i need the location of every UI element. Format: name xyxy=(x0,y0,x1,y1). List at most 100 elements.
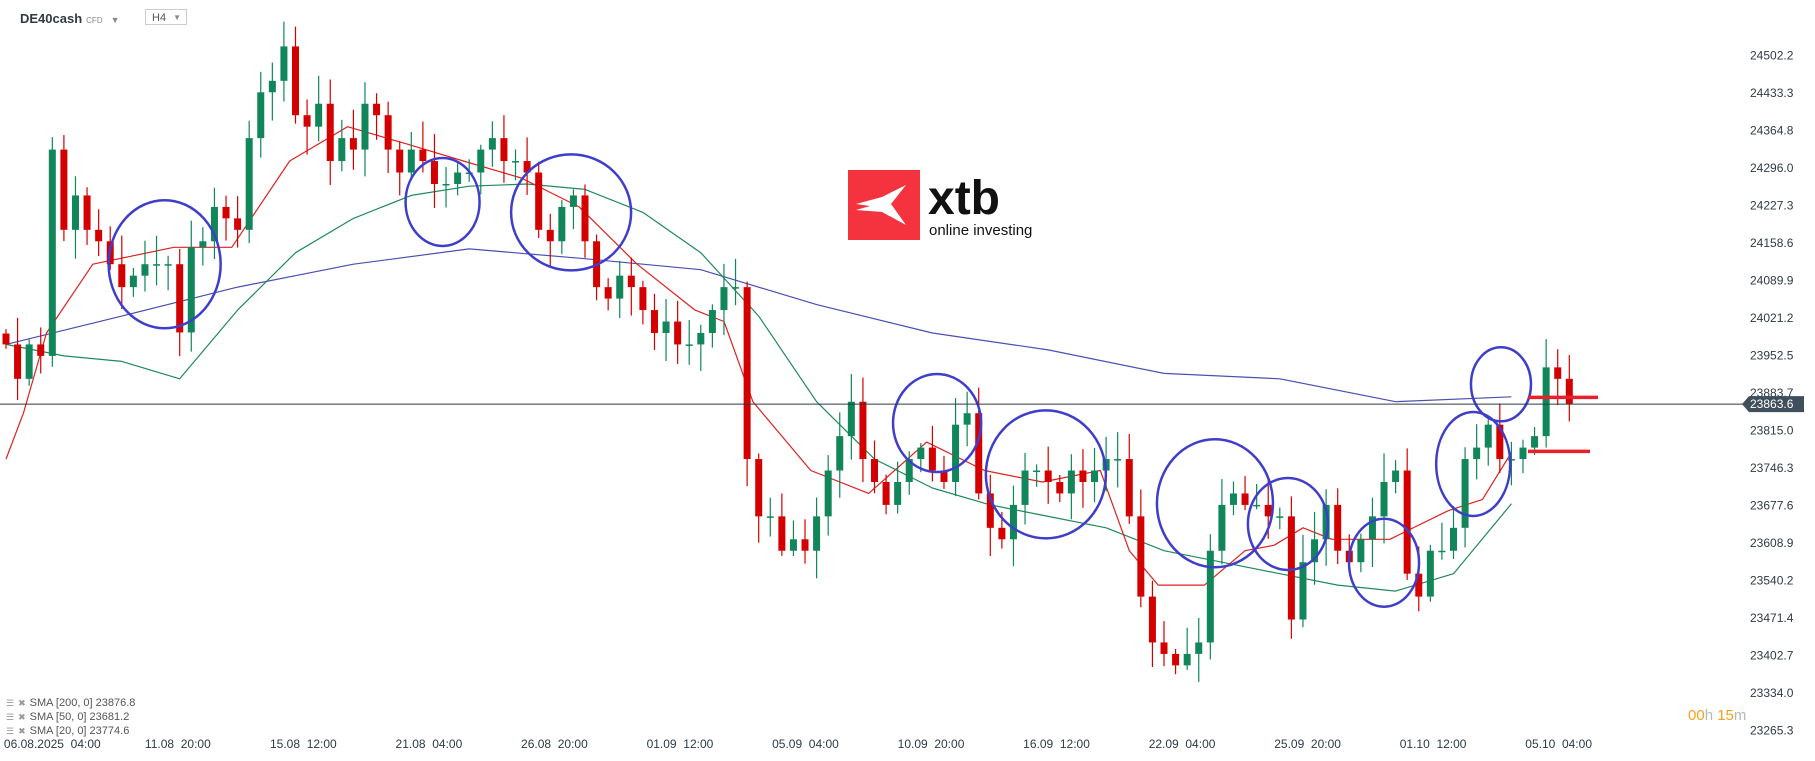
candle-body xyxy=(25,344,33,379)
y-tick-label: 23952.5 xyxy=(1750,349,1794,363)
candle-body xyxy=(847,401,855,437)
candle xyxy=(71,176,79,259)
close-icon[interactable]: ✖ xyxy=(18,712,26,722)
candle xyxy=(373,93,381,140)
annotation-circle xyxy=(1434,410,1512,518)
candle-body xyxy=(928,447,936,471)
settings-icon[interactable]: ☰ xyxy=(6,726,15,736)
legend-sma50[interactable]: ☰ ✖ SMA [50, 0] 23681.2 xyxy=(6,710,135,724)
candle-body xyxy=(1531,436,1539,448)
candle-body xyxy=(1368,516,1376,540)
candle-body xyxy=(882,481,890,505)
candle-body xyxy=(477,149,485,173)
candle xyxy=(650,293,658,350)
candle-body xyxy=(1218,504,1226,551)
candle xyxy=(523,137,531,195)
y-tick-label: 24296.0 xyxy=(1750,161,1794,175)
candle xyxy=(315,75,323,142)
candle xyxy=(1403,448,1411,580)
legend-label: SMA [200, 0] 23876.8 xyxy=(29,697,136,709)
candle-body xyxy=(257,92,265,139)
candle-body xyxy=(755,459,763,517)
candle-body xyxy=(430,161,438,184)
y-tick-label: 24433.3 xyxy=(1750,86,1794,100)
candle-body xyxy=(859,401,867,460)
candle xyxy=(454,163,462,196)
y-tick-label: 23471.4 xyxy=(1750,611,1794,625)
x-tick-label: 15.08 12:00 xyxy=(270,737,337,751)
candle-body xyxy=(1507,459,1515,461)
candle-countdown: 00h 15m xyxy=(1688,707,1747,724)
candle xyxy=(153,235,161,286)
candle xyxy=(871,440,878,494)
y-tick-label: 23334.0 xyxy=(1750,686,1794,700)
candle xyxy=(488,121,496,167)
candle xyxy=(685,319,693,365)
candle-body xyxy=(153,264,161,266)
candle xyxy=(1438,522,1446,560)
settings-icon[interactable]: ☰ xyxy=(6,712,15,722)
candle-body xyxy=(789,539,797,551)
candle-body xyxy=(998,527,1006,540)
candle xyxy=(627,257,635,316)
candle xyxy=(1542,339,1550,448)
y-tick-label: 24502.2 xyxy=(1750,49,1794,63)
candle-body xyxy=(95,229,103,242)
candle-body xyxy=(1287,516,1295,620)
candle xyxy=(1033,464,1041,487)
candle-body xyxy=(662,321,670,333)
annotation-circle xyxy=(1469,346,1533,423)
y-tick-label: 23815.0 xyxy=(1750,424,1794,438)
settings-icon[interactable]: ☰ xyxy=(6,698,15,708)
x-tick-label: 06.08.2025 04:00 xyxy=(4,737,101,751)
candle-body xyxy=(523,161,531,173)
candle xyxy=(1195,617,1203,682)
candle xyxy=(1322,489,1330,566)
candle xyxy=(546,213,554,266)
candle-body xyxy=(129,275,137,288)
candle-body xyxy=(1322,504,1330,540)
candle-body xyxy=(1241,493,1249,505)
candle-body xyxy=(1415,573,1423,597)
candle-body xyxy=(743,287,751,460)
candle-body xyxy=(199,241,207,248)
candle-body xyxy=(361,103,369,150)
candle xyxy=(1009,485,1017,567)
candle xyxy=(743,281,751,487)
candle-body xyxy=(1542,367,1550,437)
legend-sma200[interactable]: ☰ ✖ SMA [200, 0] 23876.8 xyxy=(6,696,135,710)
candle-body xyxy=(164,264,172,266)
close-icon[interactable]: ✖ xyxy=(18,726,26,736)
candle xyxy=(697,324,705,372)
candle-body xyxy=(315,103,323,127)
candle-body xyxy=(1461,459,1469,528)
candle xyxy=(1114,432,1122,488)
candle xyxy=(257,71,265,158)
candle xyxy=(326,79,334,186)
y-tick-label: 24021.2 xyxy=(1750,311,1794,325)
candle xyxy=(1496,403,1504,473)
candle xyxy=(986,474,994,557)
candle-body xyxy=(1450,527,1457,551)
legend-sma20[interactable]: ☰ ✖ SMA [20, 0] 23774.6 xyxy=(6,724,135,738)
candle xyxy=(442,167,450,208)
candle xyxy=(1229,481,1237,516)
annotation-circle xyxy=(1155,438,1275,569)
annotation-circle xyxy=(1347,517,1421,609)
candle-body xyxy=(222,206,230,219)
candle-body xyxy=(141,264,149,276)
x-tick-label: 01.10 12:00 xyxy=(1400,737,1467,751)
candle xyxy=(1519,439,1527,474)
candle xyxy=(338,119,346,172)
candle-body xyxy=(48,149,56,356)
candle xyxy=(210,187,218,259)
timeframe-dropdown[interactable]: H4 ▼ xyxy=(145,9,187,25)
candle-body xyxy=(1565,378,1573,404)
close-icon[interactable]: ✖ xyxy=(18,698,26,708)
symbol-selector[interactable]: DE40cash CFD ▼ xyxy=(20,11,120,26)
candle-body xyxy=(1067,470,1075,494)
candle-body xyxy=(326,103,334,162)
candle-body xyxy=(650,310,658,333)
x-tick-label: 05.09 04:00 xyxy=(772,737,839,751)
